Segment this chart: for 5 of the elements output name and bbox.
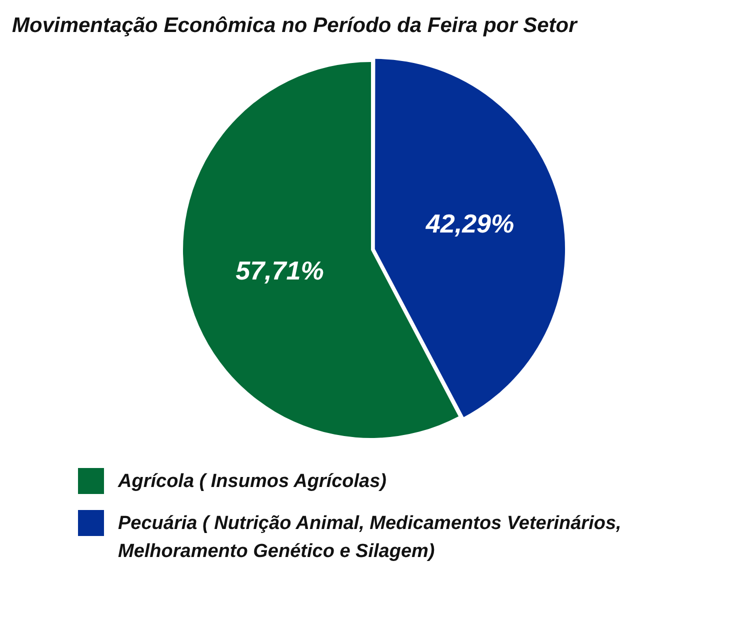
data-label: 42,29% [424,208,514,239]
legend-label: Pecuária ( Nutrição Animal, Medicamentos Veterinários, Melhoramento Genético e Silagem) [118,512,622,564]
chart-title: Movimentação Econômica no Período da Feira por Setor [11,13,579,39]
data-label: 57,71% [236,256,324,286]
legend-label: Agrícola ( Insumos Agrícolas) [118,470,387,494]
